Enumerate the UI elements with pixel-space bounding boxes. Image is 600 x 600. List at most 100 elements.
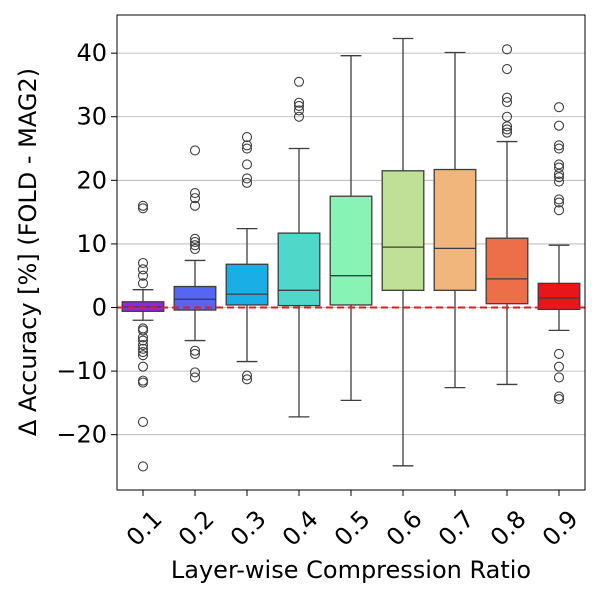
outlier-point (553, 197, 565, 208)
outlier-point (137, 346, 149, 358)
x-axis-title: Layer-wise Compression Ratio (171, 556, 531, 584)
outlier-point (137, 200, 149, 211)
outlier-point (189, 372, 201, 383)
outlier-point (293, 76, 305, 87)
outlier-point (293, 111, 305, 122)
outlier-point (137, 461, 149, 472)
box-0.3 (225, 132, 269, 385)
outlier-point (137, 339, 149, 351)
outlier-point (189, 193, 201, 204)
x-tick-label: 0.3 (225, 505, 272, 552)
box-0.6 (381, 37, 425, 467)
outlier-point (501, 44, 513, 55)
outlier-point (189, 348, 201, 359)
outlier-point (553, 172, 565, 183)
outlier-point (137, 203, 149, 214)
outlier-point (189, 200, 201, 211)
outlier-point (189, 236, 201, 248)
box-0.4 (277, 76, 321, 418)
box-0.1 (121, 200, 165, 472)
x-tick-label: 0.5 (329, 505, 376, 552)
box-iqr (537, 282, 581, 311)
outlier-point (553, 102, 565, 113)
outlier-point (553, 394, 565, 405)
x-tick-label: 0.7 (433, 505, 480, 552)
y-tick-label: 10 (76, 230, 107, 258)
y-tick-label: 20 (76, 166, 107, 194)
outlier-point (189, 145, 201, 156)
outlier-point (137, 278, 149, 289)
box-iqr (381, 170, 425, 291)
outlier-point (553, 140, 565, 151)
outlier-point (241, 370, 253, 381)
outlier-point (553, 391, 565, 402)
x-tick-label: 0.2 (173, 505, 220, 552)
box-0.5 (329, 55, 373, 401)
outlier-point (189, 243, 201, 255)
outlier-point (241, 173, 253, 184)
outlier-point (293, 97, 305, 108)
x-tick-label: 0.1 (121, 505, 168, 552)
outlier-point (241, 177, 253, 188)
outlier-point (189, 187, 201, 199)
outlier-point (137, 257, 149, 269)
x-tick-label: 0.4 (277, 505, 324, 552)
outlier-point (553, 176, 565, 187)
outlier-point (189, 367, 201, 378)
outlier-point (241, 159, 253, 170)
box-0.9 (537, 102, 581, 405)
outlier-point (553, 348, 565, 359)
outlier-point (137, 270, 149, 281)
x-axis-ticks: 0.1 0.2 0.3 0.4 0.5 0.6 0.7 0.8 0.9 (121, 490, 584, 552)
outlier-point (137, 375, 149, 386)
outlier-point (553, 120, 565, 131)
outlier-point (553, 372, 565, 383)
outlier-point (137, 416, 149, 428)
box-iqr (433, 168, 477, 291)
box-0.2 (173, 145, 217, 383)
y-tick-label: −20 (56, 421, 107, 449)
box-iqr (225, 263, 269, 306)
x-tick-label: 0.9 (537, 505, 584, 552)
x-tick-label: 0.8 (485, 505, 532, 552)
y-axis-ticks: −20 −10 0 10 20 30 40 (56, 39, 117, 449)
outlier-point (137, 343, 149, 354)
outlier-point (189, 240, 201, 251)
box-iqr (277, 232, 321, 307)
outlier-point (293, 105, 305, 116)
box-iqr (329, 195, 373, 306)
outlier-point (501, 121, 513, 132)
box-0.8 (485, 44, 529, 386)
outlier-point (241, 143, 253, 154)
box-iqr (485, 237, 529, 305)
outlier-point (553, 143, 565, 154)
y-tick-label: 30 (76, 103, 107, 131)
boxes (121, 37, 581, 472)
outlier-point (137, 325, 149, 336)
outlier-point (501, 63, 513, 75)
outlier-point (553, 205, 565, 216)
outlier-point (553, 194, 565, 205)
outlier-point (501, 97, 513, 108)
outlier-point (137, 361, 149, 372)
outlier-point (241, 374, 253, 385)
outlier-point (137, 264, 149, 275)
outlier-point (137, 323, 149, 334)
outlier-point (137, 377, 149, 388)
box-0.7 (433, 51, 477, 389)
y-tick-label: −10 (56, 357, 107, 385)
outlier-point (241, 140, 253, 151)
outlier-point (501, 127, 513, 138)
y-tick-label: 0 (92, 294, 107, 322)
outlier-point (189, 233, 201, 244)
x-tick-label: 0.6 (381, 505, 428, 552)
y-tick-label: 40 (76, 39, 107, 67)
box-iqr (173, 285, 217, 311)
outlier-point (137, 335, 149, 346)
outlier-point (241, 132, 253, 143)
y-axis-title: Δ Accuracy [%] (FOLD - MAG2) (14, 68, 42, 436)
outlier-point (553, 361, 565, 372)
outlier-point (189, 345, 201, 356)
outlier-point (293, 100, 305, 111)
